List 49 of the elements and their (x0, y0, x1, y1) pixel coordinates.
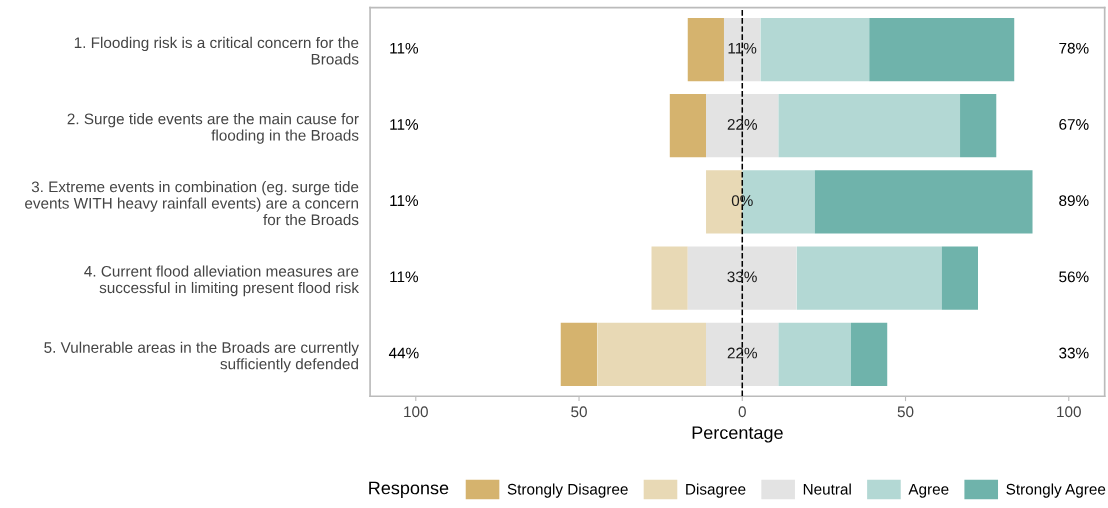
bar (651, 246, 688, 310)
bar (560, 322, 597, 386)
annotation: 11% (390, 195, 419, 206)
y-tick-label: 5. Vulnerable areas in the Broads are currently sufficiently defended (44, 341, 359, 373)
bar (869, 17, 1015, 82)
bar (687, 246, 797, 310)
x-tick-label: 100 (404, 406, 428, 418)
y-tick-label: 2. Surge tide events are the main cause for flooding in the Broads (67, 113, 359, 144)
data-label: 11% (728, 42, 757, 54)
annotation: 44% (388, 347, 419, 359)
bar (706, 322, 779, 386)
annotation: 56% (1059, 271, 1089, 283)
annotation: 89% (1059, 195, 1089, 207)
x-tick-label: 50 (897, 406, 914, 418)
bar (796, 246, 942, 310)
y-tick-label: 1. Flooding risk is a critical concern for the Broads (74, 36, 359, 65)
legend-title: Response (369, 481, 449, 498)
bar (687, 17, 724, 82)
legend-label: Disagree (686, 483, 746, 498)
legend-label: Strongly Disagree (507, 483, 628, 498)
bar (941, 246, 978, 310)
bar (814, 170, 1033, 234)
bar (597, 322, 707, 386)
x-tick-label: 50 (571, 406, 587, 418)
x-axis-title: Percentage (692, 426, 783, 443)
bar (706, 94, 779, 158)
annotation: 11% (390, 271, 419, 283)
bar (760, 17, 870, 82)
bar (960, 94, 997, 158)
data-label: 33% (727, 271, 757, 283)
data-label: 0% (731, 195, 753, 207)
legend-label: Strongly Agree (1006, 483, 1106, 498)
x-tick-label: 0 (738, 406, 746, 418)
annotation: 67% (1059, 119, 1089, 130)
legend-label: Agree (908, 484, 949, 498)
bar (669, 94, 707, 158)
legend-label: Neutral (803, 483, 851, 495)
y-tick-label: 4. Current flood alleviation measures are successful in limiting present flood risk (84, 265, 359, 297)
annotation: 78% (1059, 42, 1089, 54)
data-label: 22% (727, 119, 758, 130)
bar (850, 322, 888, 386)
annotation: 11% (390, 119, 419, 130)
x-tick-label: 100 (1057, 406, 1081, 418)
annotation: 33% (1059, 347, 1089, 359)
bar (778, 322, 851, 386)
bar (723, 17, 761, 82)
bar (778, 94, 961, 158)
annotation: 11% (390, 42, 419, 54)
y-tick-label: 3. Extreme events in combination (eg. surge tide events WITH heavy rainfall events) are a concern for the Broads (25, 181, 359, 226)
